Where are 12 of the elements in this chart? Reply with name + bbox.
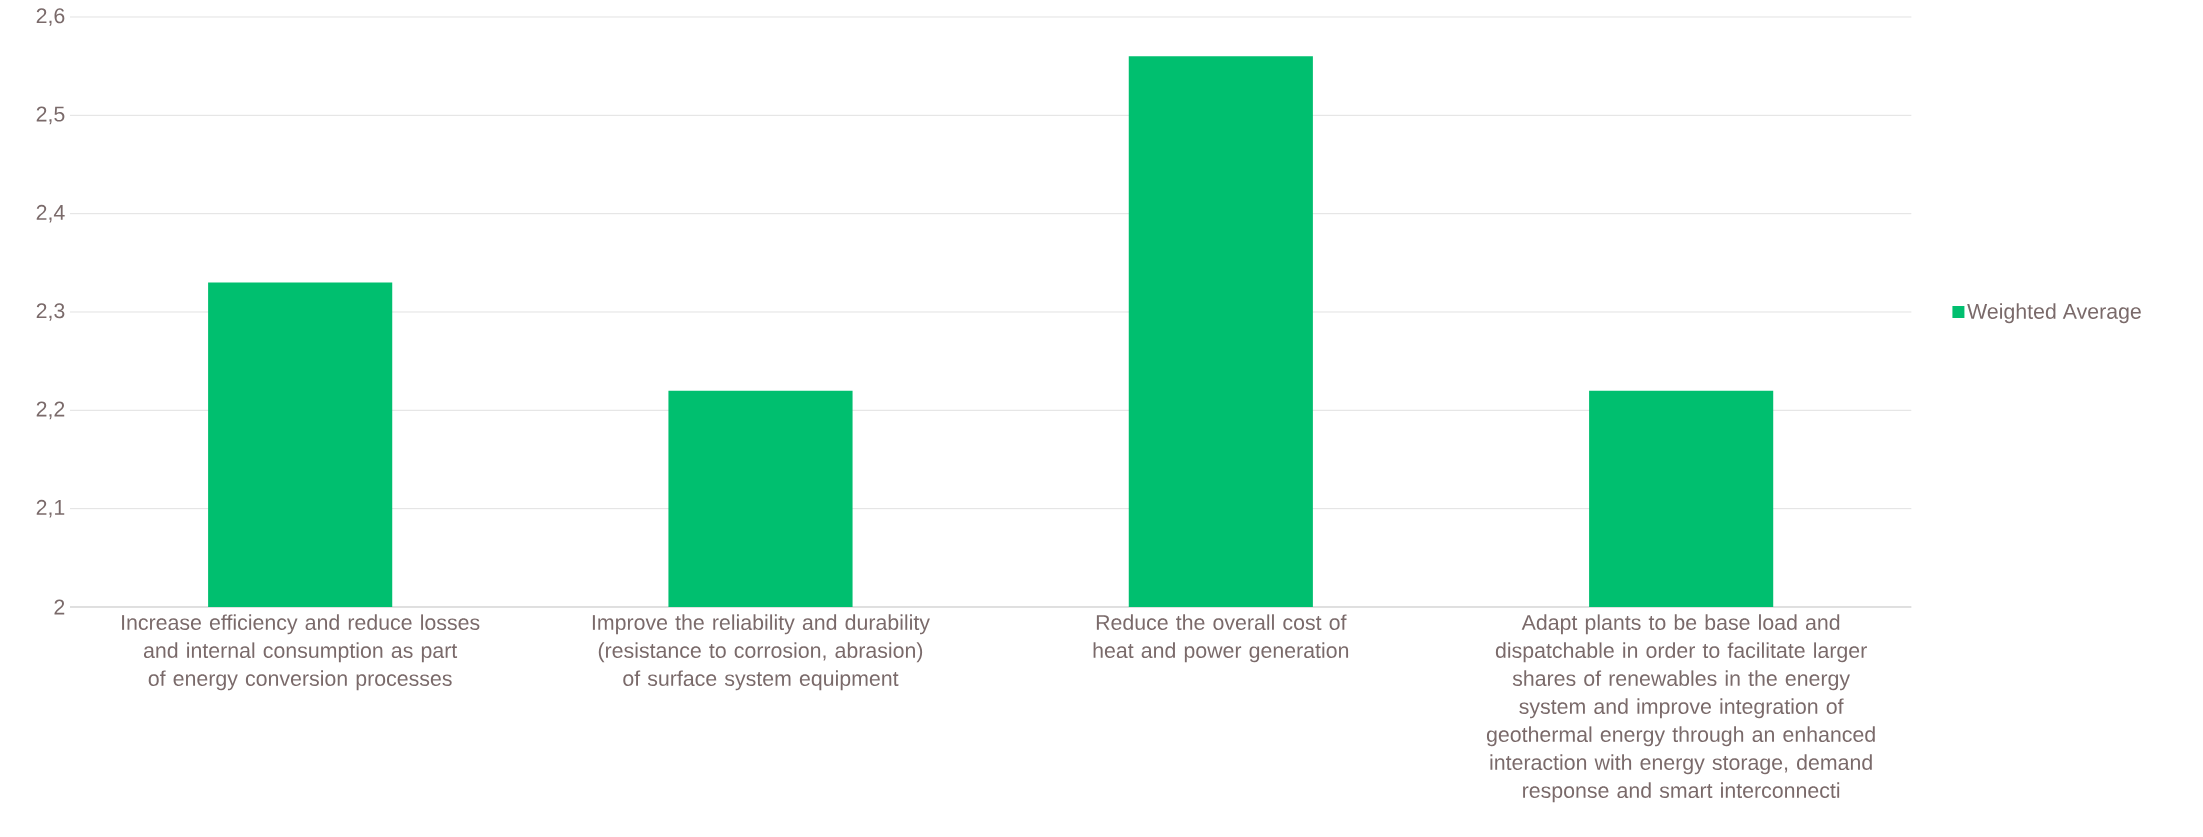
y-tick-label: 2,1 [36,499,65,518]
y-tick-label: 2,3 [36,303,65,321]
x-tick-label: Increase efficiency and reduce losses and internal consumption as part of energy conversion processes [122,614,480,691]
y-tick-label: 2,6 [36,8,65,26]
y-tick-label: 2,4 [36,204,65,223]
legend-label: Weighted Average [1967,303,2141,324]
x-tick-label: Reduce the overall cost of heat and power generation [1093,614,1349,663]
y-tick-label: 2 [54,599,65,615]
x-tick-label: Improve the reliability and durability (resistance to corrosion, abrasion) of surface system equipment [592,614,930,691]
y-tick-label: 2,2 [36,401,65,420]
y-tick-label: 2,5 [36,106,65,125]
x-tick-label: Adapt plants to be base load and dispatchable in order to facilitate larger shares of renewables in the energy system and improve integration of geothermal energy through an enhanced interaction with energy storage, demand response and smart interconnecti [1486,614,1875,803]
